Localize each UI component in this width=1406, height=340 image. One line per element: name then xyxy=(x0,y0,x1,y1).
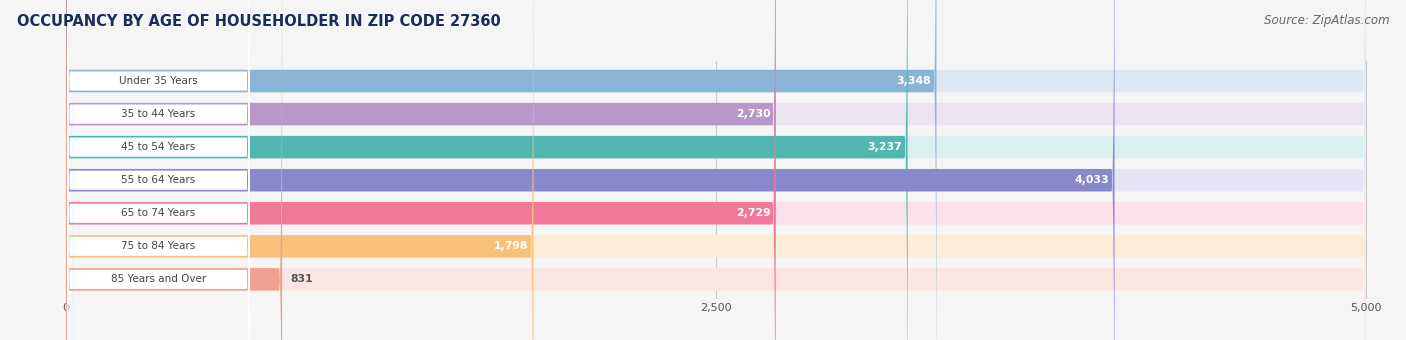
Text: OCCUPANCY BY AGE OF HOUSEHOLDER IN ZIP CODE 27360: OCCUPANCY BY AGE OF HOUSEHOLDER IN ZIP C… xyxy=(17,14,501,29)
Text: Source: ZipAtlas.com: Source: ZipAtlas.com xyxy=(1264,14,1389,27)
Text: 85 Years and Over: 85 Years and Over xyxy=(111,274,205,284)
Text: 4,033: 4,033 xyxy=(1074,175,1109,185)
FancyBboxPatch shape xyxy=(66,0,1367,340)
FancyBboxPatch shape xyxy=(66,0,776,340)
FancyBboxPatch shape xyxy=(66,0,1115,340)
FancyBboxPatch shape xyxy=(66,0,936,340)
FancyBboxPatch shape xyxy=(66,0,1367,340)
FancyBboxPatch shape xyxy=(67,0,249,340)
Text: 3,348: 3,348 xyxy=(897,76,931,86)
FancyBboxPatch shape xyxy=(66,0,1367,340)
Text: 3,237: 3,237 xyxy=(868,142,903,152)
FancyBboxPatch shape xyxy=(67,0,249,340)
FancyBboxPatch shape xyxy=(66,0,1367,340)
Text: Under 35 Years: Under 35 Years xyxy=(120,76,198,86)
FancyBboxPatch shape xyxy=(66,0,1367,340)
FancyBboxPatch shape xyxy=(67,0,249,340)
FancyBboxPatch shape xyxy=(66,0,1367,340)
FancyBboxPatch shape xyxy=(67,0,249,340)
FancyBboxPatch shape xyxy=(66,0,908,340)
Text: 831: 831 xyxy=(290,274,312,284)
Text: 1,798: 1,798 xyxy=(494,241,529,251)
FancyBboxPatch shape xyxy=(66,0,776,340)
Text: 2,730: 2,730 xyxy=(735,109,770,119)
Text: 45 to 54 Years: 45 to 54 Years xyxy=(121,142,195,152)
Text: 35 to 44 Years: 35 to 44 Years xyxy=(121,109,195,119)
FancyBboxPatch shape xyxy=(66,0,533,340)
FancyBboxPatch shape xyxy=(66,0,1367,340)
FancyBboxPatch shape xyxy=(66,0,283,340)
FancyBboxPatch shape xyxy=(67,0,249,340)
Text: 75 to 84 Years: 75 to 84 Years xyxy=(121,241,195,251)
Text: 65 to 74 Years: 65 to 74 Years xyxy=(121,208,195,218)
Text: 55 to 64 Years: 55 to 64 Years xyxy=(121,175,195,185)
Text: 2,729: 2,729 xyxy=(735,208,770,218)
FancyBboxPatch shape xyxy=(67,0,249,340)
FancyBboxPatch shape xyxy=(67,0,249,340)
